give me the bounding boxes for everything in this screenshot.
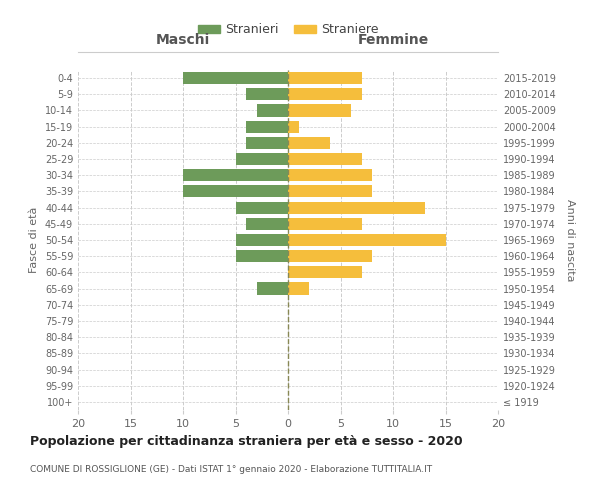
Bar xyxy=(246,137,288,149)
Bar xyxy=(288,202,425,213)
Bar xyxy=(235,202,288,213)
Bar xyxy=(288,72,361,84)
Bar xyxy=(183,72,288,84)
Bar xyxy=(257,282,288,294)
Bar xyxy=(288,120,299,132)
Text: Maschi: Maschi xyxy=(156,34,210,48)
Bar xyxy=(288,186,372,198)
Bar xyxy=(288,137,330,149)
Bar xyxy=(183,169,288,181)
Legend: Stranieri, Straniere: Stranieri, Straniere xyxy=(193,18,383,42)
Bar xyxy=(246,88,288,101)
Text: COMUNE DI ROSSIGLIONE (GE) - Dati ISTAT 1° gennaio 2020 - Elaborazione TUTTITALI: COMUNE DI ROSSIGLIONE (GE) - Dati ISTAT … xyxy=(30,465,432,474)
Bar xyxy=(235,234,288,246)
Y-axis label: Anni di nascita: Anni di nascita xyxy=(565,198,575,281)
Text: Popolazione per cittadinanza straniera per età e sesso - 2020: Popolazione per cittadinanza straniera p… xyxy=(30,435,463,448)
Bar xyxy=(288,250,372,262)
Bar xyxy=(246,218,288,230)
Bar xyxy=(288,218,361,230)
Bar xyxy=(288,104,351,117)
Text: Femmine: Femmine xyxy=(358,34,428,48)
Bar xyxy=(288,169,372,181)
Bar xyxy=(288,234,445,246)
Bar xyxy=(246,120,288,132)
Bar xyxy=(288,88,361,101)
Bar xyxy=(235,153,288,165)
Bar xyxy=(288,153,361,165)
Bar xyxy=(257,104,288,117)
Bar xyxy=(288,266,361,278)
Bar xyxy=(235,250,288,262)
Bar xyxy=(288,282,309,294)
Y-axis label: Fasce di età: Fasce di età xyxy=(29,207,39,273)
Bar xyxy=(183,186,288,198)
